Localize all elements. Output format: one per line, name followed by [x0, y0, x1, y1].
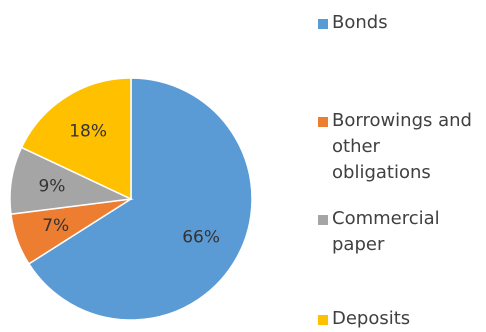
legend-swatch-bonds: [318, 19, 328, 29]
data-label-commercial-paper: 9%: [38, 176, 65, 196]
legend-label-commercial-paper: Commercial paper: [332, 208, 440, 255]
legend-item-borrowings: Borrowings and other obligations: [318, 108, 482, 186]
legend-label-bonds: Bonds: [332, 12, 388, 33]
legend: Bonds Borrowings and other obligations C…: [318, 0, 486, 329]
pie-slice-bonds: [27, 77, 253, 321]
pie-data-labels: 66% 7% 9% 18%: [38, 121, 220, 247]
legend-swatch-borrowings: [318, 117, 328, 127]
data-label-borrowings: 7%: [42, 216, 69, 236]
legend-item-bonds: Bonds: [318, 10, 482, 36]
legend-swatch-deposits: [318, 315, 328, 325]
pie-slices: [9, 77, 253, 321]
legend-swatch-commercial-paper: [318, 215, 328, 225]
legend-item-deposits: Deposits: [318, 306, 482, 332]
data-label-deposits: 18%: [69, 121, 107, 141]
data-label-bonds: 66%: [182, 228, 220, 248]
legend-label-deposits: Deposits: [332, 308, 411, 329]
legend-item-commercial-paper: Commercial paper: [318, 206, 482, 258]
legend-label-borrowings: Borrowings and other obligations: [332, 110, 472, 183]
pie-slice-deposits: [20, 77, 132, 201]
